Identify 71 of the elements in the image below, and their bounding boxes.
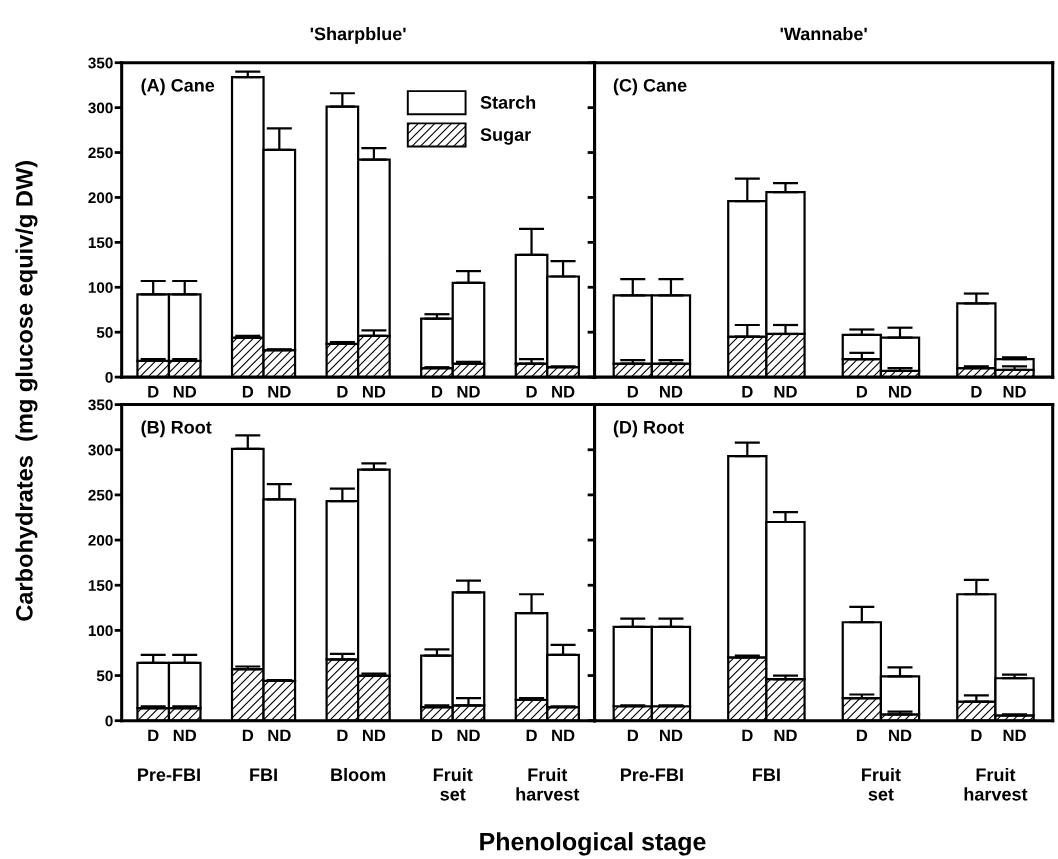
x-tick-label: ND [362, 729, 386, 742]
x-tick-label: D [432, 386, 443, 398]
text: (C) Cane [613, 78, 687, 96]
x-tick-label: ND [268, 729, 291, 742]
x-tick-label: ND [173, 386, 197, 398]
y-tick-label: 350 [88, 399, 113, 411]
x-tick-label: D [148, 386, 159, 398]
x-tick-label: ND [457, 386, 480, 398]
text: Bloom [331, 767, 386, 782]
x-tick-label: D [971, 729, 982, 742]
x-tick-label: D [742, 386, 753, 398]
x-tick-label: D [337, 386, 348, 398]
text: Fruit set [862, 767, 901, 801]
text: Fruit harvest [516, 767, 580, 801]
y-tick-label: 150 [88, 237, 113, 249]
text: FBI [753, 768, 780, 782]
x-tick-label: ND [173, 729, 197, 742]
text: Pre-FBI [620, 768, 683, 782]
text: Fruit harvest [964, 767, 1028, 801]
x-tick-label: ND [1003, 729, 1026, 742]
chart-title: 'Sharpblue' [310, 27, 406, 44]
text: (D) Root [613, 420, 684, 438]
x-tick-label: ND [889, 386, 912, 398]
x-tick-label: D [856, 729, 868, 742]
y-tick-label: 100 [88, 282, 113, 293]
text: Pre-FBI [138, 768, 200, 782]
text: FBI [250, 768, 277, 782]
x-tick-label: D [627, 729, 639, 742]
x-axis-title: Phenological stage [480, 832, 706, 856]
x-tick-label: ND [457, 729, 480, 742]
y-tick-label: 50 [96, 670, 113, 682]
text: (B) Root [141, 420, 212, 438]
legend-label: Starch [480, 95, 536, 109]
x-tick-label: D [432, 729, 443, 742]
x-tick-label: D [627, 386, 639, 398]
y-tick-label: 0 [105, 371, 113, 383]
y-tick-label: 300 [88, 102, 113, 114]
x-tick-label: D [242, 386, 254, 398]
y-tick-label: 350 [88, 57, 113, 69]
chart-title: 'Wannabe' [780, 27, 867, 41]
y-tick-label: 150 [88, 580, 113, 591]
x-tick-label: D [337, 729, 348, 742]
y-tick-label: 200 [88, 534, 113, 546]
x-tick-label: D [148, 729, 159, 742]
x-tick-label: ND [268, 386, 291, 398]
x-tick-label: ND [889, 729, 912, 742]
y-tick-label: 50 [96, 327, 113, 338]
x-tick-label: ND [774, 386, 797, 398]
y-tick-label: 0 [105, 715, 113, 727]
y-tick-label: 250 [88, 489, 113, 501]
x-tick-label: ND [660, 386, 683, 398]
legend-label: Sugar [480, 128, 531, 145]
text: Fruit set [433, 767, 473, 801]
y-tick-label: 300 [88, 444, 113, 456]
y-tick-label: 200 [88, 192, 113, 204]
x-tick-label: ND [1003, 386, 1026, 398]
x-tick-label: D [742, 729, 753, 742]
y-tick-label: 100 [88, 625, 113, 637]
x-tick-label: ND [552, 729, 575, 742]
x-tick-label: D [242, 729, 254, 742]
x-tick-label: ND [362, 386, 386, 398]
x-tick-label: ND [552, 386, 575, 398]
text: (A) Cane [141, 78, 215, 96]
x-tick-label: ND [774, 729, 797, 742]
y-tick-label: 250 [88, 147, 113, 159]
x-tick-label: D [526, 386, 537, 398]
x-tick-label: D [856, 386, 868, 398]
x-tick-label: D [971, 386, 982, 398]
y-axis-title: Carbohydrates (mg glucose equiv/g DW) [15, 161, 38, 621]
x-tick-label: ND [660, 729, 683, 742]
x-tick-label: D [526, 729, 537, 742]
